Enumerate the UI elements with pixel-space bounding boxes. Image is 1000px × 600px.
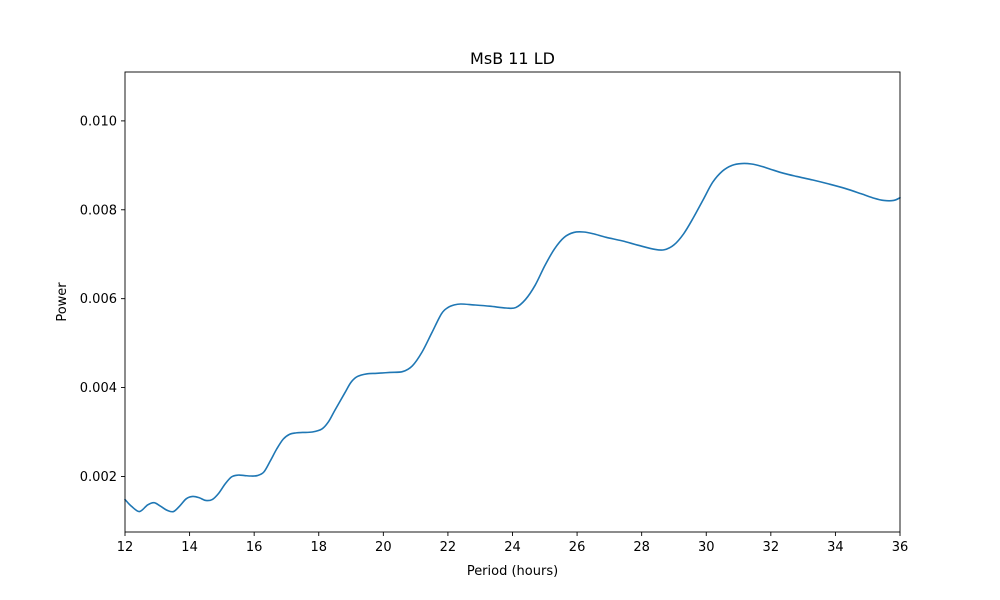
plot-area: [124, 162, 901, 513]
y-axis: 0.002 0.004 0.006 0.008 0.010: [80, 114, 125, 485]
x-tick-label: 16: [246, 540, 263, 555]
chart-title: MsB 11 LD: [470, 49, 555, 68]
y-tick-label: 0.008: [80, 203, 117, 218]
x-tick-label: 34: [827, 540, 844, 555]
y-axis-label: Power: [55, 282, 70, 322]
y-tick-label: 0.004: [80, 381, 117, 396]
y-tick-label: 0.002: [80, 470, 117, 485]
x-axis: 12 14 16 18 20 22 24 26 28 30 32 34 36: [117, 532, 909, 555]
x-tick-label: 20: [375, 540, 392, 555]
x-tick-label: 32: [763, 540, 780, 555]
y-tick-label: 0.010: [80, 114, 117, 129]
x-tick-label: 22: [440, 540, 457, 555]
x-tick-label: 36: [892, 540, 909, 555]
x-tick-label: 12: [117, 540, 134, 555]
x-tick-label: 26: [569, 540, 586, 555]
x-tick-label: 24: [504, 540, 521, 555]
x-axis-label: Period (hours): [467, 564, 558, 579]
x-tick-label: 28: [633, 540, 650, 555]
x-tick-label: 18: [310, 540, 327, 555]
y-tick-label: 0.006: [80, 292, 117, 307]
series-line: [124, 162, 901, 513]
x-tick-label: 14: [181, 540, 198, 555]
x-tick-label: 30: [698, 540, 715, 555]
